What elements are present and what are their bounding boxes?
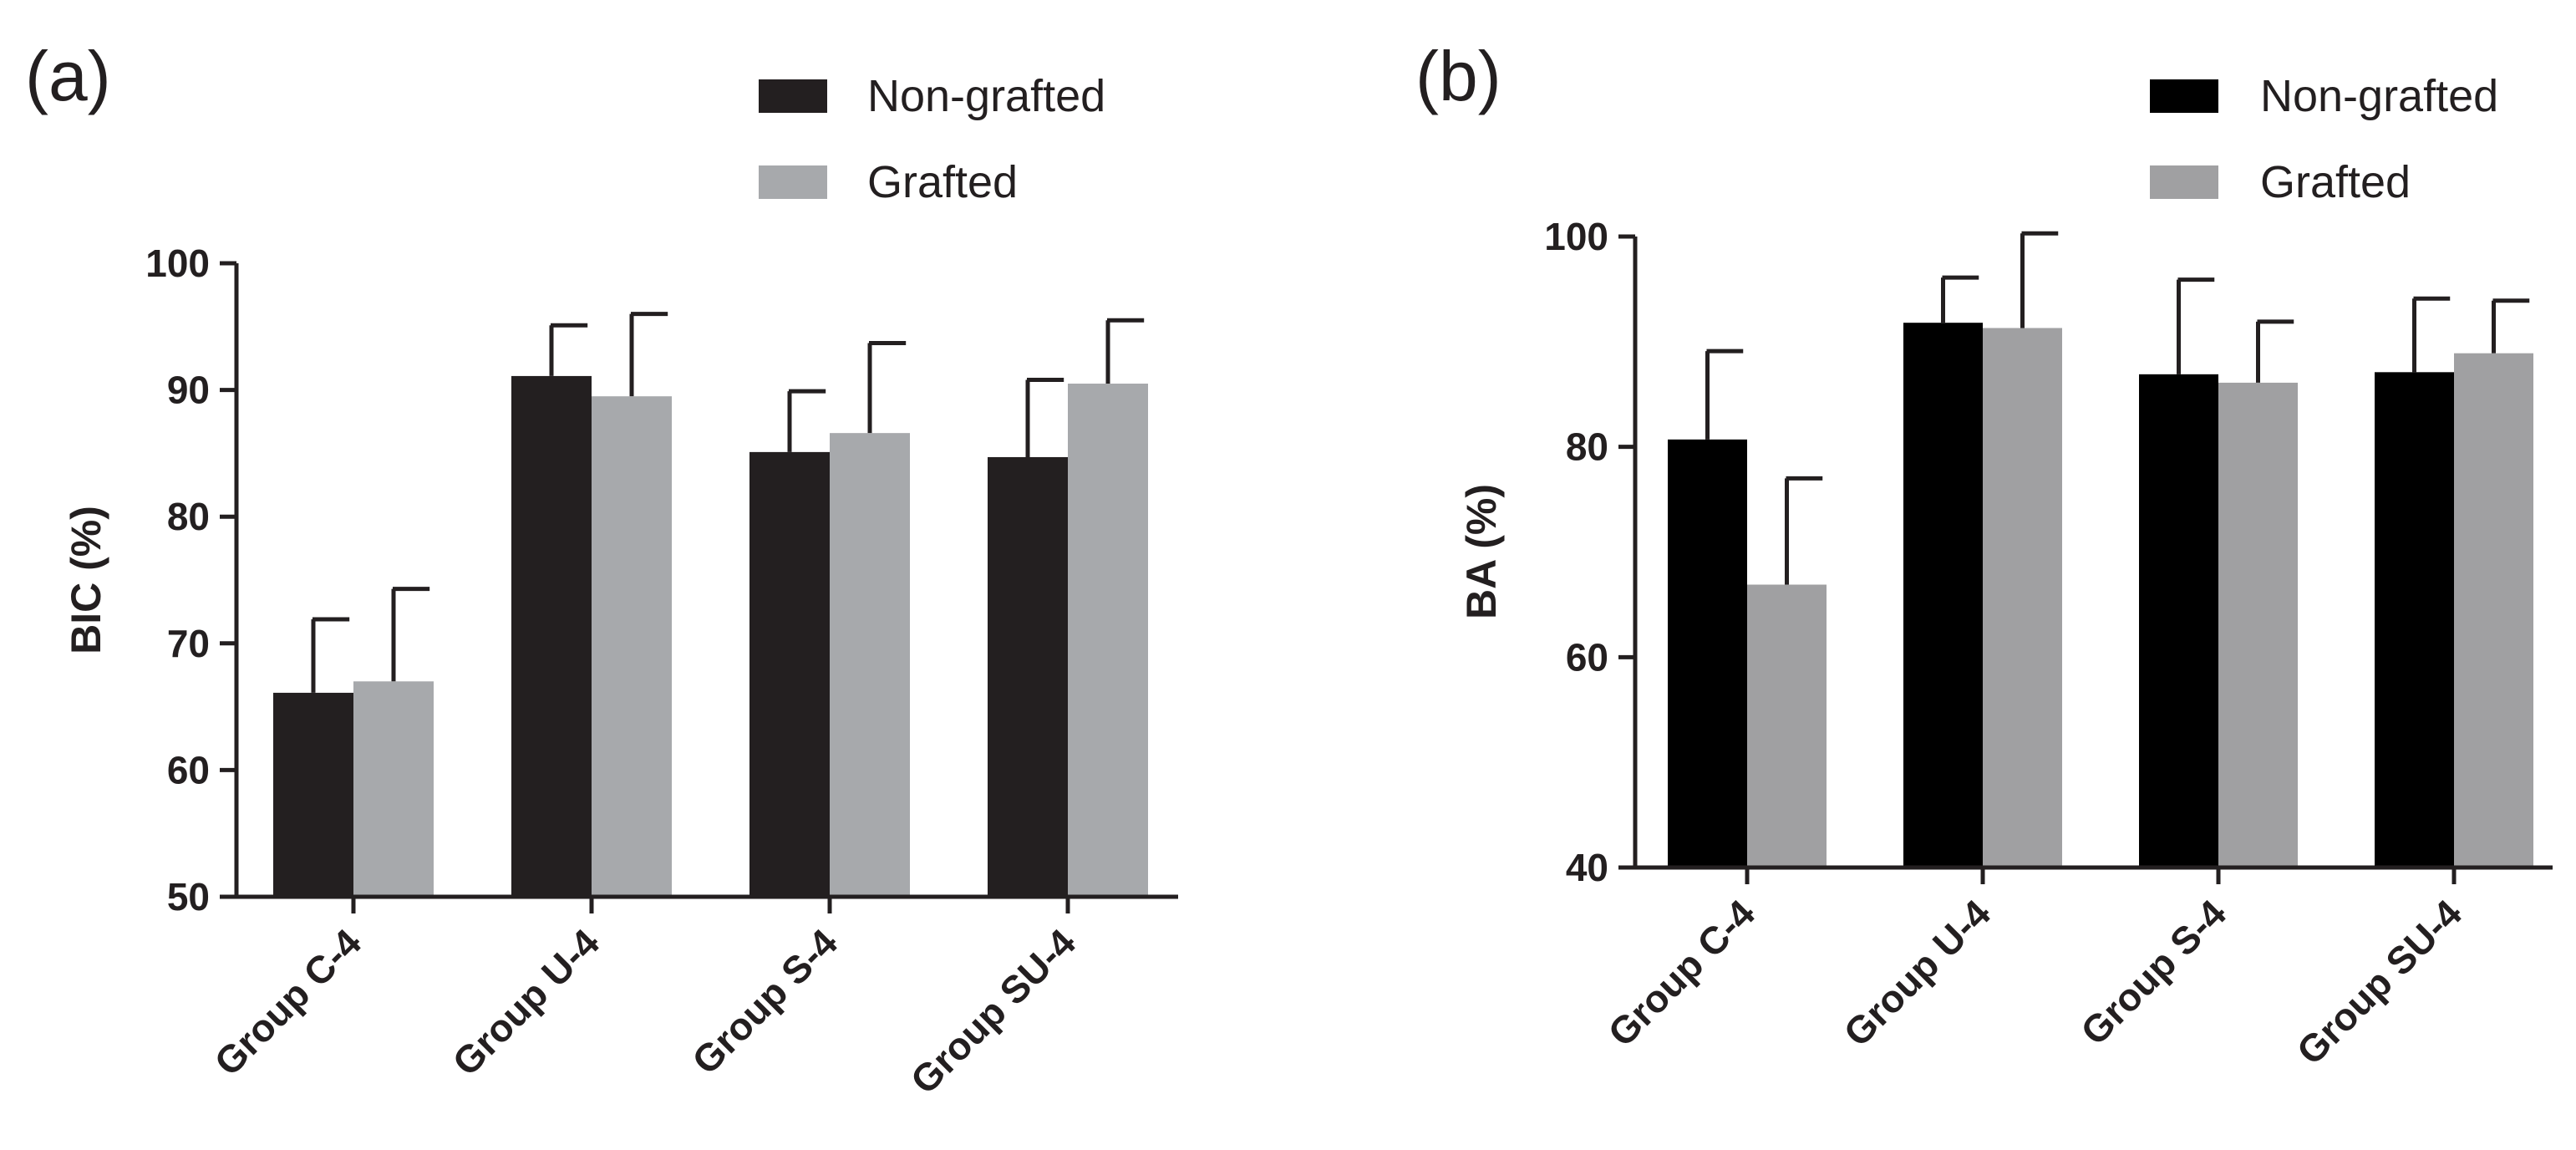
x-category-label: Group U-4 xyxy=(444,920,607,1084)
x-category-label: Group SU-4 xyxy=(902,920,1085,1102)
x-category-label: Group S-4 xyxy=(2072,891,2234,1053)
bar-grafted-3 xyxy=(1068,384,1148,897)
bar-non-grafted-1 xyxy=(511,375,592,897)
bar-non-grafted-0 xyxy=(273,692,353,897)
y-tick-label: 60 xyxy=(167,748,210,791)
y-tick-label: 70 xyxy=(167,622,210,665)
legend-label: Grafted xyxy=(2260,157,2411,207)
bar-grafted-0 xyxy=(1747,584,1827,868)
y-tick-label: 80 xyxy=(167,495,210,538)
legend-label: Non-grafted xyxy=(2260,71,2498,121)
y-axis-title: BA (%) xyxy=(1458,484,1505,619)
panel-label: (b) xyxy=(1415,37,1501,115)
bar-grafted-1 xyxy=(592,396,672,897)
x-category-label: Group C-4 xyxy=(1599,891,1763,1055)
panel-b: (b) 40 60 80 100 Group C-4 Group U-4 Group S-4 G… xyxy=(1415,37,2553,1073)
legend-label: Grafted xyxy=(867,157,1018,207)
y-tick-label: 50 xyxy=(167,875,210,918)
panel-a: (a) 50 60 70 80 90 100 Group C-4 Group U-4 Group … xyxy=(25,37,1178,1102)
bar-grafted-3 xyxy=(2454,353,2533,868)
bar-non-grafted-3 xyxy=(988,456,1068,897)
bar-non-grafted-3 xyxy=(2375,372,2454,868)
y-tick-label: 80 xyxy=(1566,425,1608,469)
bar-grafted-1 xyxy=(1983,328,2062,868)
legend-swatch xyxy=(759,165,827,199)
panel-label: (a) xyxy=(25,37,111,115)
legend-label: Non-grafted xyxy=(867,71,1105,121)
legend-swatch xyxy=(2150,165,2218,199)
bar-non-grafted-1 xyxy=(1903,323,1983,868)
bar-grafted-0 xyxy=(353,681,434,897)
bar-non-grafted-2 xyxy=(749,451,830,897)
y-axis-title: BIC (%) xyxy=(63,506,109,654)
y-tick-label: 60 xyxy=(1566,635,1608,679)
y-tick-label: 100 xyxy=(1544,215,1608,258)
y-tick-label: 100 xyxy=(145,242,210,285)
y-tick-label: 90 xyxy=(167,369,210,412)
bar-grafted-2 xyxy=(2218,382,2298,868)
x-category-label: Group C-4 xyxy=(206,920,369,1084)
bar-non-grafted-2 xyxy=(2139,374,2218,868)
legend-swatch xyxy=(759,79,827,113)
x-category-label: Group U-4 xyxy=(1835,891,1999,1055)
y-tick-label: 40 xyxy=(1566,846,1608,889)
bar-grafted-2 xyxy=(830,433,910,897)
x-category-label: Group S-4 xyxy=(683,920,846,1082)
x-category-label: Group SU-4 xyxy=(2289,891,2471,1073)
legend-swatch xyxy=(2150,79,2218,113)
bar-non-grafted-0 xyxy=(1668,439,1747,868)
